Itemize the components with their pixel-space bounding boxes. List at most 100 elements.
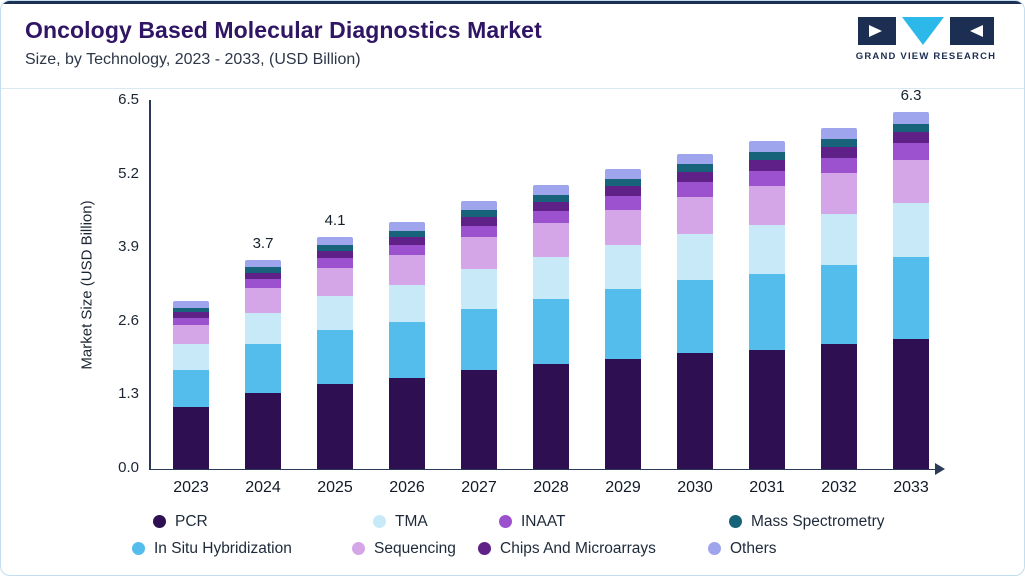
bar-segment-in-situ-hybridization — [893, 256, 929, 339]
bar-segment-sequencing — [677, 196, 713, 235]
bar-segment-mass-spectrometry — [173, 307, 209, 313]
grand-view-research-logo: GRAND VIEW RESEARCH — [850, 17, 1002, 68]
bar-segment-in-situ-hybridization — [173, 369, 209, 407]
x-tick-label: 2025 — [317, 479, 353, 496]
bar-segment-sequencing — [389, 254, 425, 285]
bar-segment-inaat — [893, 143, 929, 161]
legend-label: INAAT — [521, 512, 566, 530]
y-tick-label: 0.0 — [118, 459, 139, 476]
bar-segment-others — [317, 236, 353, 246]
bar-2030 — [677, 153, 713, 469]
logo-text: GRAND VIEW RESEARCH — [856, 51, 997, 62]
bar-segment-sequencing — [461, 236, 497, 270]
y-tick-label: 6.5 — [118, 91, 139, 108]
legend-dot-icon — [729, 515, 742, 528]
y-tick-label: 3.9 — [118, 238, 139, 256]
bar-segment-pcr — [317, 384, 353, 469]
bar-segment-pcr — [533, 364, 569, 469]
logo-chevron-left-icon — [970, 25, 983, 37]
bar-segment-inaat — [821, 157, 857, 174]
bar-total-label-2033: 6.3 — [900, 87, 922, 105]
x-tick-label: 2023 — [173, 479, 209, 496]
legend-label: PCR — [175, 512, 208, 530]
bar-segment-pcr — [893, 338, 929, 469]
bar-segment-in-situ-hybridization — [677, 280, 713, 353]
legend-dot-icon — [478, 542, 491, 555]
bar-segment-mass-spectrometry — [893, 123, 929, 133]
chart-legend: PCR TMA INAAT Mass Spectrometry In Situ Hybr… — [1, 508, 1024, 562]
legend-label: In Situ Hybridization — [154, 539, 292, 557]
bar-segment-chips-and-microarrays — [893, 132, 929, 144]
top-accent-bar — [1, 1, 1024, 4]
bar-segment-chips-and-microarrays — [605, 186, 641, 197]
bar-segment-others — [605, 168, 641, 180]
bar-segment-tma — [605, 245, 641, 290]
bar-segment-in-situ-hybridization — [533, 299, 569, 365]
bar-segment-sequencing — [605, 209, 641, 246]
bar-segment-chips-and-microarrays — [749, 159, 785, 171]
bar-segment-sequencing — [533, 223, 569, 258]
bar-segment-mass-spectrometry — [389, 230, 425, 237]
bar-segment-inaat — [605, 196, 641, 210]
bar-segment-inaat — [173, 317, 209, 325]
bar-segment-tma — [677, 234, 713, 281]
bar-segment-mass-spectrometry — [605, 179, 641, 187]
bar-segment-tma — [461, 269, 497, 309]
legend-label: TMA — [395, 512, 428, 530]
bar-segment-in-situ-hybridization — [317, 330, 353, 385]
bar-segment-sequencing — [173, 324, 209, 345]
bar-segment-others — [389, 222, 425, 231]
bar-segment-others — [533, 185, 569, 195]
y-tick-label: 1.3 — [118, 385, 139, 403]
bar-segment-tma — [245, 313, 281, 345]
bar-2027 — [461, 201, 497, 469]
bar-segment-in-situ-hybridization — [821, 265, 857, 345]
bar-segment-mass-spectrometry — [749, 151, 785, 160]
x-tick-label: 2029 — [605, 479, 641, 496]
legend-label: Others — [730, 539, 777, 557]
x-tick-label: 2032 — [821, 479, 857, 496]
bar-segment-others — [245, 259, 281, 267]
legend-item-inaat: INAAT — [499, 513, 729, 531]
legend-item-pcr: PCR — [153, 513, 373, 531]
bar-2028 — [533, 185, 569, 469]
bar-2026 — [389, 222, 425, 469]
bar-segment-others — [893, 112, 929, 124]
bar-segment-pcr — [677, 352, 713, 469]
bar-segment-chips-and-microarrays — [389, 236, 425, 245]
y-tick-label: 2.6 — [118, 311, 139, 329]
legend-item-others: Others — [708, 540, 1024, 558]
bar-segment-chips-and-microarrays — [677, 171, 713, 182]
legend-row: PCR TMA INAAT Mass Spectrometry — [1, 508, 1024, 535]
bar-segment-sequencing — [821, 173, 857, 215]
legend-dot-icon — [153, 515, 166, 528]
bar-2023 — [173, 300, 209, 469]
bar-segment-in-situ-hybridization — [749, 273, 785, 351]
logo-triangle-icon — [902, 17, 944, 45]
bar-segment-pcr — [821, 344, 857, 469]
legend-item-mass-spectrometry: Mass Spectrometry — [729, 513, 1024, 531]
x-tick-label: 2028 — [533, 479, 569, 496]
bar-segment-sequencing — [749, 185, 785, 225]
bar-2029 — [605, 168, 641, 469]
bar-segment-chips-and-microarrays — [461, 217, 497, 226]
legend-item-sequencing: Sequencing — [352, 540, 478, 558]
bar-segment-tma — [173, 344, 209, 370]
legend-item-in-situ-hybridization: In Situ Hybridization — [132, 540, 352, 558]
x-tick-label: 2033 — [893, 479, 929, 496]
bar-segment-mass-spectrometry — [821, 138, 857, 147]
y-axis-line — [149, 100, 151, 470]
bar-segment-in-situ-hybridization — [245, 344, 281, 393]
bar-segment-tma — [317, 296, 353, 331]
legend-label: Chips And Microarrays — [500, 539, 656, 557]
bar-segment-chips-and-microarrays — [533, 201, 569, 211]
legend-label: Sequencing — [374, 539, 456, 557]
bar-segment-sequencing — [317, 267, 353, 297]
x-tick-label: 2030 — [677, 479, 713, 496]
y-tick-label: 5.2 — [118, 164, 139, 182]
bar-2032 — [821, 127, 857, 469]
bar-segment-inaat — [749, 170, 785, 186]
page-subtitle: Size, by Technology, 2023 - 2033, (USD B… — [25, 51, 361, 68]
y-axis-title: Market Size (USD Billion) — [78, 200, 96, 370]
